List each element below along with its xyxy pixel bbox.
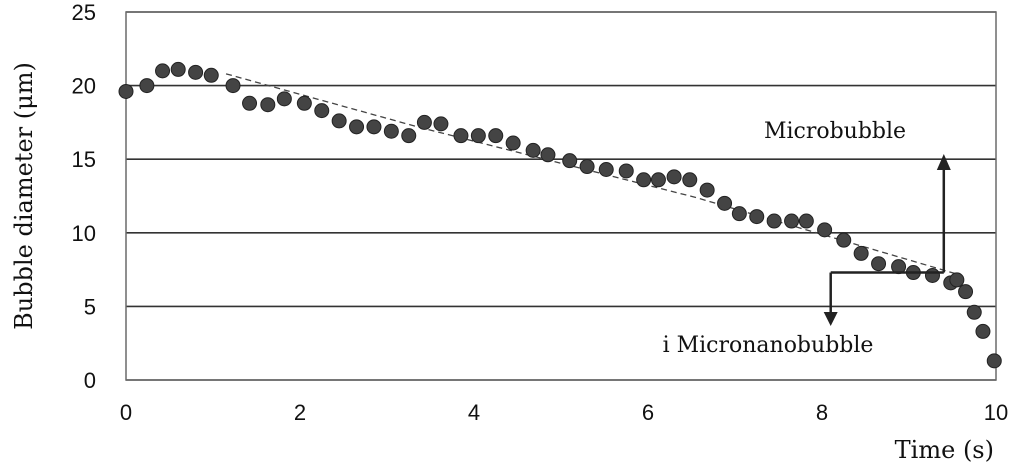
data-point bbox=[749, 209, 765, 225]
x-tick-labels: 0 2 4 6 8 10 bbox=[120, 400, 1008, 425]
data-point bbox=[924, 267, 940, 283]
data-point bbox=[225, 78, 241, 94]
data-point bbox=[470, 128, 486, 144]
data-point bbox=[188, 64, 204, 80]
data-point bbox=[505, 135, 521, 151]
data-point bbox=[366, 119, 382, 135]
micronanobubble-arrow-head bbox=[823, 312, 838, 326]
y-tick-label: 5 bbox=[84, 294, 96, 319]
data-point bbox=[836, 232, 852, 248]
y-tick-labels: 0 5 10 15 20 25 bbox=[72, 0, 96, 393]
y-tick-label: 25 bbox=[72, 0, 96, 25]
data-point bbox=[562, 153, 578, 169]
data-point bbox=[296, 95, 312, 111]
annotation-microbubble: Microbubble bbox=[764, 119, 906, 144]
data-point bbox=[383, 123, 399, 139]
data-point bbox=[155, 63, 171, 79]
data-point bbox=[416, 114, 432, 130]
data-point bbox=[966, 304, 982, 320]
x-tick-label: 8 bbox=[816, 400, 828, 425]
data-point bbox=[784, 213, 800, 229]
x-tick-label: 2 bbox=[294, 400, 306, 425]
data-point bbox=[349, 119, 365, 135]
y-tick-label: 20 bbox=[72, 74, 96, 99]
y-axis-title: Bubble diameter (μm) bbox=[10, 62, 38, 330]
data-point bbox=[682, 172, 698, 188]
data-point bbox=[871, 256, 887, 272]
data-point bbox=[433, 116, 449, 132]
annotation-micronanobubble: i Micronanobubble bbox=[663, 333, 874, 358]
plot-frame bbox=[125, 11, 997, 381]
data-point bbox=[401, 128, 417, 144]
data-point bbox=[699, 182, 715, 198]
data-point bbox=[636, 172, 652, 188]
x-tick-label: 4 bbox=[468, 400, 480, 425]
microbubble-arrow-head bbox=[936, 154, 951, 170]
data-point bbox=[949, 272, 965, 288]
data-point bbox=[242, 95, 258, 111]
data-point bbox=[453, 128, 469, 144]
data-point bbox=[598, 162, 614, 178]
data-point bbox=[139, 78, 155, 94]
data-point bbox=[666, 169, 682, 185]
data-point bbox=[650, 172, 666, 188]
data-point bbox=[766, 213, 782, 229]
x-axis-title: Time (s) bbox=[895, 436, 994, 464]
annotation-arrows bbox=[823, 154, 951, 326]
data-point bbox=[540, 147, 556, 163]
x-tick-label: 10 bbox=[984, 400, 1008, 425]
data-point bbox=[203, 67, 219, 83]
x-tick-label: 6 bbox=[642, 400, 654, 425]
data-point bbox=[853, 245, 869, 261]
data-point bbox=[488, 128, 504, 144]
data-point bbox=[618, 163, 634, 179]
y-tick-label: 10 bbox=[72, 221, 96, 246]
data-point bbox=[260, 97, 276, 113]
data-point bbox=[958, 284, 974, 300]
x-tick-label: 0 bbox=[120, 400, 132, 425]
data-point bbox=[118, 83, 134, 99]
y-tick-label: 0 bbox=[84, 368, 96, 393]
data-point bbox=[170, 61, 186, 77]
data-point bbox=[975, 323, 991, 339]
data-point bbox=[817, 222, 833, 238]
data-point bbox=[525, 142, 541, 158]
data-point bbox=[717, 195, 733, 211]
data-point bbox=[276, 91, 292, 107]
y-tick-label: 15 bbox=[72, 147, 96, 172]
data-point bbox=[314, 103, 330, 119]
data-point bbox=[986, 353, 1002, 369]
data-point bbox=[331, 113, 347, 129]
data-points bbox=[118, 61, 1002, 369]
data-point bbox=[731, 206, 747, 222]
data-point bbox=[798, 213, 814, 229]
data-point bbox=[579, 159, 595, 175]
